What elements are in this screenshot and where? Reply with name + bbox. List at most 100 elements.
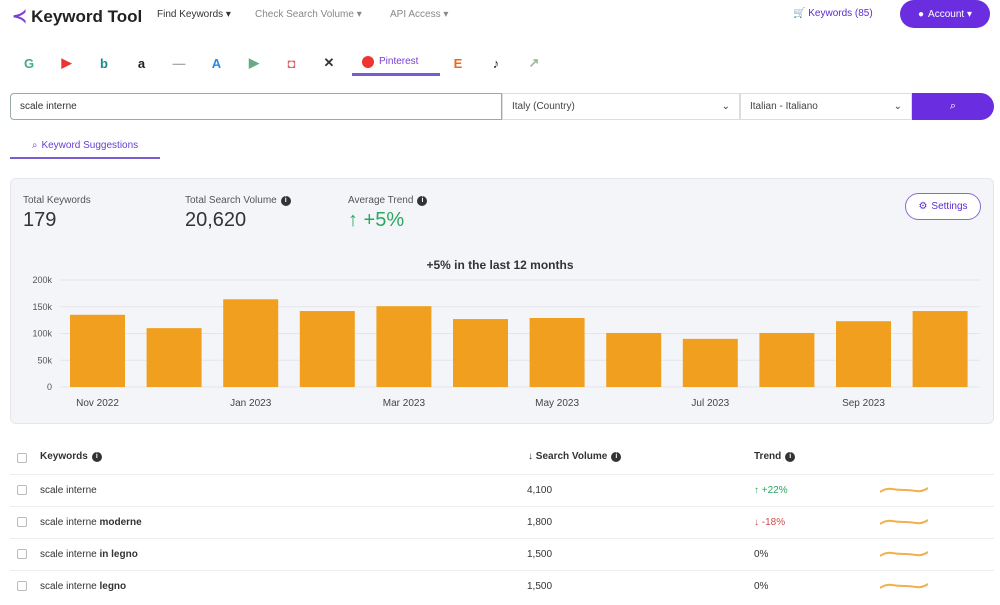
bar-chart: 0 50k 100k 150k 200k Nov 2022 Jan 2023 Mar 2023… <box>32 275 980 409</box>
select-all-checkbox[interactable] <box>17 453 27 463</box>
chevron-down-icon: ⌄ <box>893 101 902 112</box>
stat-label: Total Keywords <box>23 195 91 206</box>
amazon-icon[interactable]: a <box>137 55 146 71</box>
pinterest-icon <box>362 55 374 68</box>
row-checkbox[interactable] <box>17 517 27 527</box>
country-value: Italy (Country) <box>512 101 575 112</box>
trend-sparkline <box>880 551 928 557</box>
bar-apr-2023[interactable] <box>453 319 508 387</box>
trend-cell: ↑ +22% <box>754 485 788 496</box>
bar-nov-2022[interactable] <box>70 314 125 387</box>
stat-value: 20,620 <box>185 209 247 231</box>
keyword-cell: scale interne <box>40 485 97 496</box>
search-icon: ⌕ <box>949 100 957 112</box>
header-trend[interactable]: Trend i <box>754 451 796 462</box>
header-label: ↓ Search Volume <box>528 451 608 462</box>
country-select[interactable]: Italy (Country) ⌄ <box>502 93 740 120</box>
pinterest-label: Pinterest <box>379 56 419 67</box>
info-icon[interactable]: i <box>280 195 291 206</box>
x-tick-label: Sep 2023 <box>842 398 885 409</box>
google-icon[interactable]: G <box>23 55 35 71</box>
keyword-text: scale interne <box>40 581 100 592</box>
info-icon[interactable]: i <box>611 451 622 462</box>
stat-average-trend: Average Trend i ↑ +5% <box>348 195 428 232</box>
etsy-icon[interactable]: E <box>453 55 463 71</box>
row-checkbox[interactable] <box>17 581 27 591</box>
search-query: scale interne <box>20 101 77 112</box>
account-button[interactable]: ● Account ▾ <box>900 0 990 28</box>
bar-oct-2023[interactable] <box>912 311 968 387</box>
trend-sparkline <box>880 583 928 589</box>
bar-dec-2022[interactable] <box>146 328 202 387</box>
ebay-icon[interactable]: — <box>172 55 186 71</box>
account-label: Account ▾ <box>928 8 972 20</box>
youtube-icon[interactable]: ▶ <box>61 55 72 70</box>
x-tick-label: Jan 2023 <box>230 398 272 409</box>
tab-label: Keyword Suggestions <box>41 139 139 151</box>
bar-feb-2023[interactable] <box>299 311 355 387</box>
bar-jun-2023[interactable] <box>606 332 662 387</box>
keyword-cell: scale interne legno <box>40 581 126 592</box>
trend-sparkline <box>880 487 928 493</box>
trend-cell: ↓ -18% <box>754 517 786 528</box>
search-input[interactable]: scale interne <box>10 93 502 120</box>
info-icon[interactable]: i <box>417 195 428 206</box>
trends-icon[interactable]: ↗ <box>528 55 540 70</box>
logo-icon: ≺ <box>12 6 28 26</box>
chevron-down-icon: ⌄ <box>721 101 730 112</box>
logo[interactable]: ≺ Keyword Tool <box>12 6 142 27</box>
info-icon[interactable]: i <box>785 451 796 462</box>
language-select[interactable]: Italian - Italiano ⌄ <box>740 93 912 120</box>
bar-jul-2023[interactable] <box>682 338 738 387</box>
table-row[interactable]: scale interne in legno 1,500 0% <box>10 538 994 570</box>
bar-aug-2023[interactable] <box>759 332 815 387</box>
x-tick-label: May 2023 <box>535 398 579 409</box>
settings-label: Settings <box>931 201 968 212</box>
trend-sparkline <box>880 519 928 525</box>
table-row[interactable]: scale interne 4,100 ↑ +22% <box>10 474 994 506</box>
tab-keyword-suggestions[interactable]: ⌕ Keyword Suggestions <box>10 133 160 159</box>
gear-icon: ⚙ <box>918 201 928 212</box>
volume-cell: 1,500 <box>527 581 553 592</box>
bar-jan-2023[interactable] <box>223 299 279 387</box>
info-icon[interactable]: i <box>91 451 102 462</box>
keyword-bold: in legno <box>99 549 138 560</box>
cart-button[interactable]: 🛒 Keywords (85) <box>793 8 873 19</box>
keyword-cell: scale interne moderne <box>40 517 142 528</box>
nav-check-search-volume[interactable]: Check Search Volume ▾ <box>255 9 362 20</box>
search-button[interactable]: ⌕ <box>912 93 994 120</box>
bing-icon[interactable]: b <box>100 55 108 71</box>
stat-total-keywords: Total Keywords 179 <box>23 195 91 232</box>
bar-mar-2023[interactable] <box>376 306 432 387</box>
y-tick-label: 0 <box>47 382 52 392</box>
bar-sep-2023[interactable] <box>836 321 891 387</box>
play-store-icon[interactable]: ▶ <box>249 55 259 70</box>
trend-cell: 0% <box>754 549 769 560</box>
row-checkbox[interactable] <box>17 485 27 495</box>
x-icon[interactable]: ✕ <box>323 55 335 70</box>
nav-api-access[interactable]: API Access ▾ <box>390 9 449 20</box>
cart-label: Keywords (85) <box>808 8 873 19</box>
y-tick-label: 50k <box>37 355 52 365</box>
header-label: Trend <box>754 451 782 462</box>
bar-may-2023[interactable] <box>529 317 585 387</box>
trend-cell: 0% <box>754 581 769 592</box>
header-keywords[interactable]: Keywords i <box>40 451 102 462</box>
table-row[interactable]: scale interne legno 1,500 0% <box>10 570 994 602</box>
table-row[interactable]: scale interne moderne 1,800 ↓ -18% <box>10 506 994 538</box>
tab-pinterest[interactable]: Pinterest <box>352 50 440 76</box>
volume-cell: 1,800 <box>527 517 553 528</box>
keyword-bold: moderne <box>99 517 142 528</box>
chart-title: +5% in the last 12 months <box>426 258 574 272</box>
header-search-volume[interactable]: ↓ Search Volume i <box>528 451 622 462</box>
nav-find-keywords[interactable]: Find Keywords ▾ <box>157 9 231 20</box>
user-icon: ● <box>918 8 925 20</box>
x-tick-label: Nov 2022 <box>76 398 119 409</box>
tiktok-icon[interactable]: ♪ <box>492 55 500 71</box>
instagram-icon[interactable]: ◘ <box>287 55 296 71</box>
stat-value: 179 <box>23 209 57 231</box>
row-checkbox[interactable] <box>17 549 27 559</box>
x-tick-label: Jul 2023 <box>691 398 729 409</box>
app-store-icon[interactable]: A <box>211 55 222 71</box>
settings-button[interactable]: ⚙ Settings <box>905 193 981 220</box>
